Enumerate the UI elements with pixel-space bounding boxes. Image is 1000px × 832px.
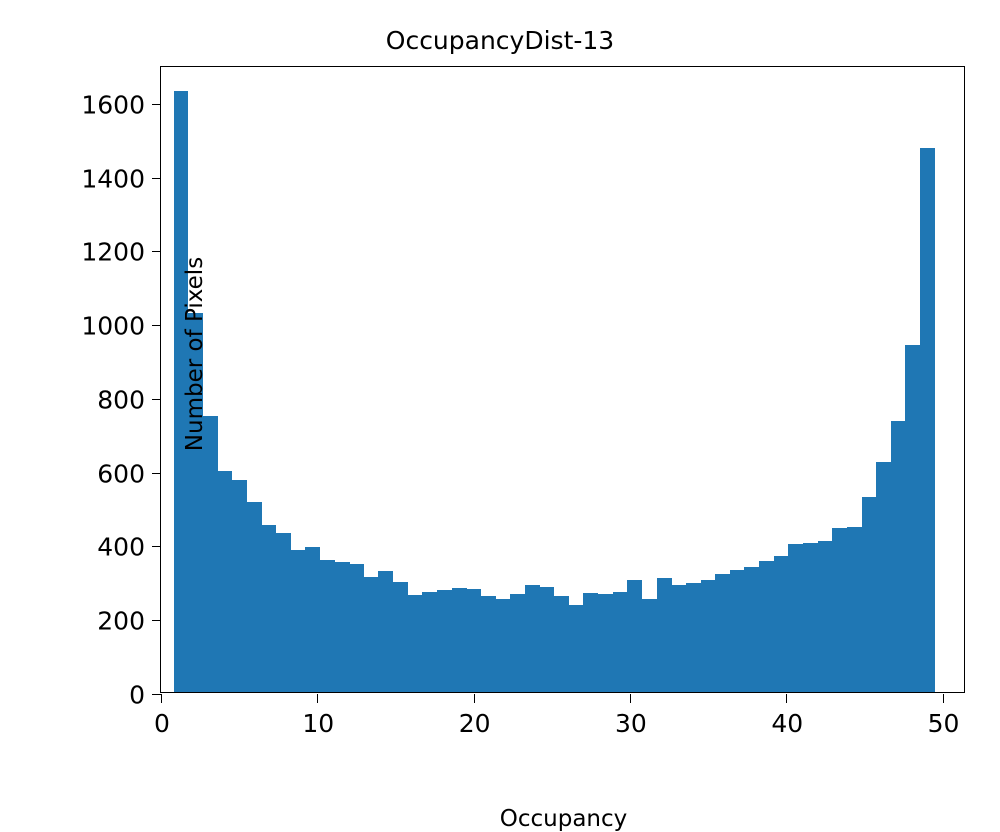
y-axis-tick: 200 [97, 607, 161, 636]
histogram-bar [744, 567, 760, 692]
y-axis-tick: 800 [97, 385, 161, 414]
histogram-bar [641, 599, 657, 692]
histogram-bar [715, 573, 731, 692]
histogram-bar [905, 345, 921, 692]
histogram-bar [802, 542, 818, 692]
histogram-bar [349, 564, 365, 692]
histogram-bar [759, 561, 775, 692]
histogram-bar [788, 544, 804, 692]
histogram-bar [261, 524, 277, 692]
histogram-bar [656, 577, 672, 692]
x-axis-label: Occupancy [499, 806, 628, 832]
histogram-bar [890, 420, 906, 692]
y-axis-tick-label: 1400 [81, 164, 145, 194]
histogram-bar [700, 579, 716, 692]
x-axis-tick-label: 20 [458, 709, 491, 738]
x-axis-tick-label: 0 [154, 709, 170, 738]
y-axis-tick: 400 [97, 533, 161, 562]
histogram-bar [378, 570, 394, 692]
x-axis-tick-label: 30 [615, 709, 647, 738]
y-axis-tick: 1200 [81, 238, 161, 267]
histogram-bar [583, 593, 599, 692]
histogram-bar [568, 604, 584, 692]
histogram-bar [393, 582, 409, 692]
x-axis-tick: 20 [459, 694, 491, 738]
histogram-bar [188, 312, 204, 692]
histogram-bar [832, 528, 848, 692]
y-axis-tick: 1000 [81, 312, 161, 341]
y-axis-tick-label: 0 [129, 680, 145, 710]
histogram-bar [363, 576, 379, 692]
histogram-bar [510, 593, 526, 692]
x-axis-tick: 30 [615, 694, 647, 738]
histogram-bar [671, 585, 687, 692]
x-axis-tick: 0 [154, 694, 170, 738]
histogram-figure: OccupancyDist-13 0 200 400 600 800 1000 1200 14… [81, 26, 965, 832]
histogram-bar [422, 591, 438, 692]
histogram-bar [524, 585, 540, 692]
histogram-bar [202, 416, 218, 692]
histogram-bar [773, 556, 789, 692]
histogram-bar [437, 590, 452, 692]
histogram-bar [846, 526, 862, 692]
x-axis-tick: 40 [771, 694, 803, 738]
y-axis-label: Number of Pixels [182, 256, 208, 452]
histogram-bar [598, 594, 614, 692]
y-axis-tick-label: 1600 [81, 90, 145, 120]
histogram-bar [466, 588, 482, 692]
y-axis-tick-label: 200 [97, 606, 145, 636]
histogram-bar [305, 547, 321, 692]
histogram-bar [627, 579, 643, 692]
x-axis-tick-label: 40 [771, 709, 804, 738]
histogram-bar [451, 587, 467, 692]
y-axis-tick-label: 400 [97, 532, 145, 562]
histogram-bar [407, 595, 423, 692]
y-axis-tick: 1400 [81, 164, 161, 193]
histogram-bar [554, 596, 570, 692]
y-axis-tick-label: 1000 [81, 311, 145, 341]
y-axis-tick-label: 600 [97, 459, 145, 489]
histogram-bar [729, 570, 745, 692]
histogram-bar [817, 540, 833, 692]
plot-area: 0 200 400 600 800 1000 1200 1400 1600 0 10 20 30 40 5… [81, 66, 965, 832]
histogram-bar [173, 90, 189, 692]
y-axis-tick: 1600 [81, 90, 161, 119]
histogram-bar [539, 586, 555, 692]
histogram-bar [217, 470, 233, 692]
histogram-bar [861, 497, 877, 692]
x-axis-tick: 50 [928, 694, 959, 738]
x-axis-tick: 10 [302, 694, 334, 738]
x-axis-tick-label: 10 [302, 709, 335, 738]
histogram-bar [334, 562, 350, 692]
x-axis-tick-label: 50 [927, 709, 960, 738]
histogram-bar [290, 549, 306, 692]
y-axis-tick-label: 1200 [81, 237, 145, 267]
bars-layer [161, 67, 964, 692]
y-axis-tick: 0 [129, 681, 161, 710]
y-axis-tick-label: 800 [97, 385, 145, 415]
chart-title: OccupancyDist-13 [385, 26, 615, 55]
histogram-bar [495, 599, 511, 692]
histogram-bar [480, 596, 496, 692]
y-axis-tick: 600 [97, 459, 161, 488]
histogram-bar [876, 461, 892, 692]
histogram-bar [275, 532, 291, 692]
histogram-bar [612, 592, 628, 692]
histogram-bar [920, 148, 936, 692]
histogram-bar [232, 479, 248, 692]
histogram-bar [319, 559, 335, 692]
histogram-bar [246, 501, 262, 692]
histogram-bar [685, 583, 701, 692]
